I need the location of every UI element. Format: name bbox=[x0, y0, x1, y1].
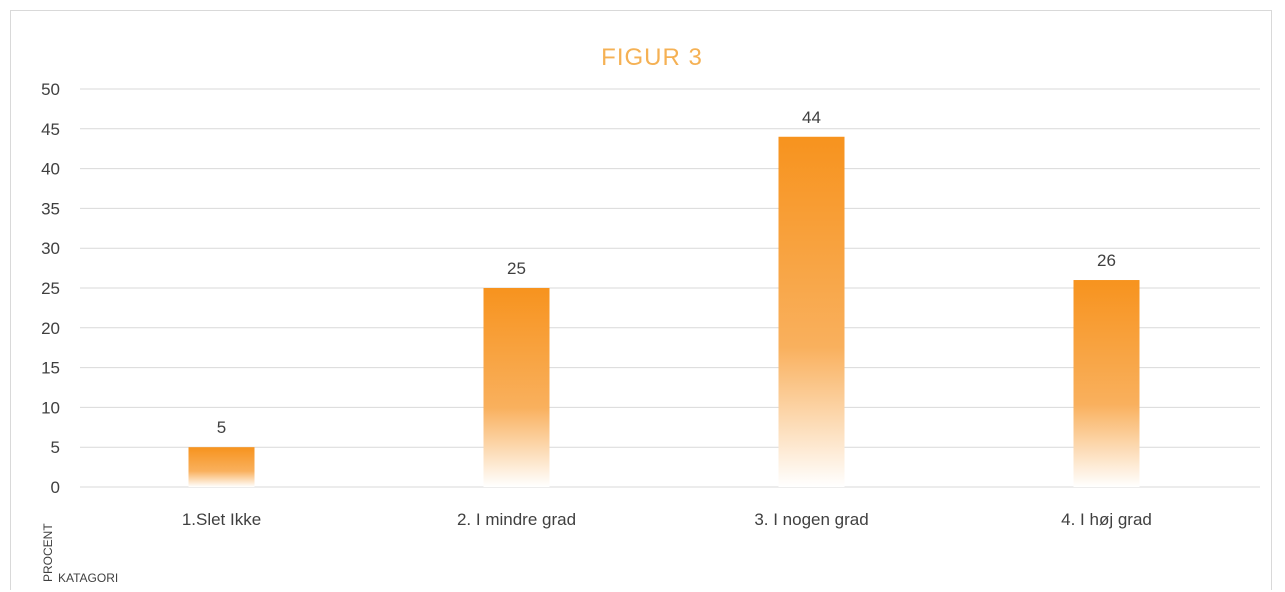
data-label: 5 bbox=[217, 418, 226, 437]
data-label: 26 bbox=[1097, 251, 1116, 270]
x-category-label: 1.Slet Ikke bbox=[182, 510, 261, 529]
y-axis-title: PROCENT bbox=[41, 523, 55, 582]
gridlines bbox=[80, 88, 1260, 488]
bar-1 bbox=[188, 447, 255, 487]
data-labels: 5 25 44 26 bbox=[217, 108, 1116, 437]
y-tick-label: 0 bbox=[51, 478, 60, 497]
bar-4 bbox=[1073, 280, 1140, 487]
y-tick-label: 35 bbox=[41, 199, 60, 218]
y-tick-label: 30 bbox=[41, 239, 60, 258]
chart-frame bbox=[10, 10, 1272, 590]
x-category-label: 4. I høj grad bbox=[1061, 510, 1152, 529]
x-category-label: 2. I mindre grad bbox=[457, 510, 576, 529]
y-tick-label: 45 bbox=[41, 120, 60, 139]
bar-2 bbox=[483, 288, 550, 487]
y-tick-label: 20 bbox=[41, 319, 60, 338]
bars bbox=[188, 136, 1140, 487]
bar-3 bbox=[778, 136, 845, 487]
data-label: 44 bbox=[802, 108, 821, 127]
y-tick-label: 10 bbox=[41, 398, 60, 417]
y-tick-label: 50 bbox=[41, 80, 60, 99]
data-label: 25 bbox=[507, 259, 526, 278]
chart-title: FIGUR 3 bbox=[601, 44, 703, 71]
y-tick-label: 5 bbox=[51, 438, 60, 457]
x-axis-category-labels: 1.Slet Ikke 2. I mindre grad 3. I nogen gr… bbox=[182, 510, 1152, 529]
y-tick-label: 15 bbox=[41, 359, 60, 378]
x-category-label: 3. I nogen grad bbox=[754, 510, 868, 529]
y-tick-label: 25 bbox=[41, 279, 60, 298]
y-tick-label: 40 bbox=[41, 160, 60, 179]
x-axis-title: KATAGORI bbox=[58, 571, 118, 585]
y-axis-tick-labels: 0 5 10 15 20 25 30 35 40 45 50 bbox=[41, 80, 60, 497]
